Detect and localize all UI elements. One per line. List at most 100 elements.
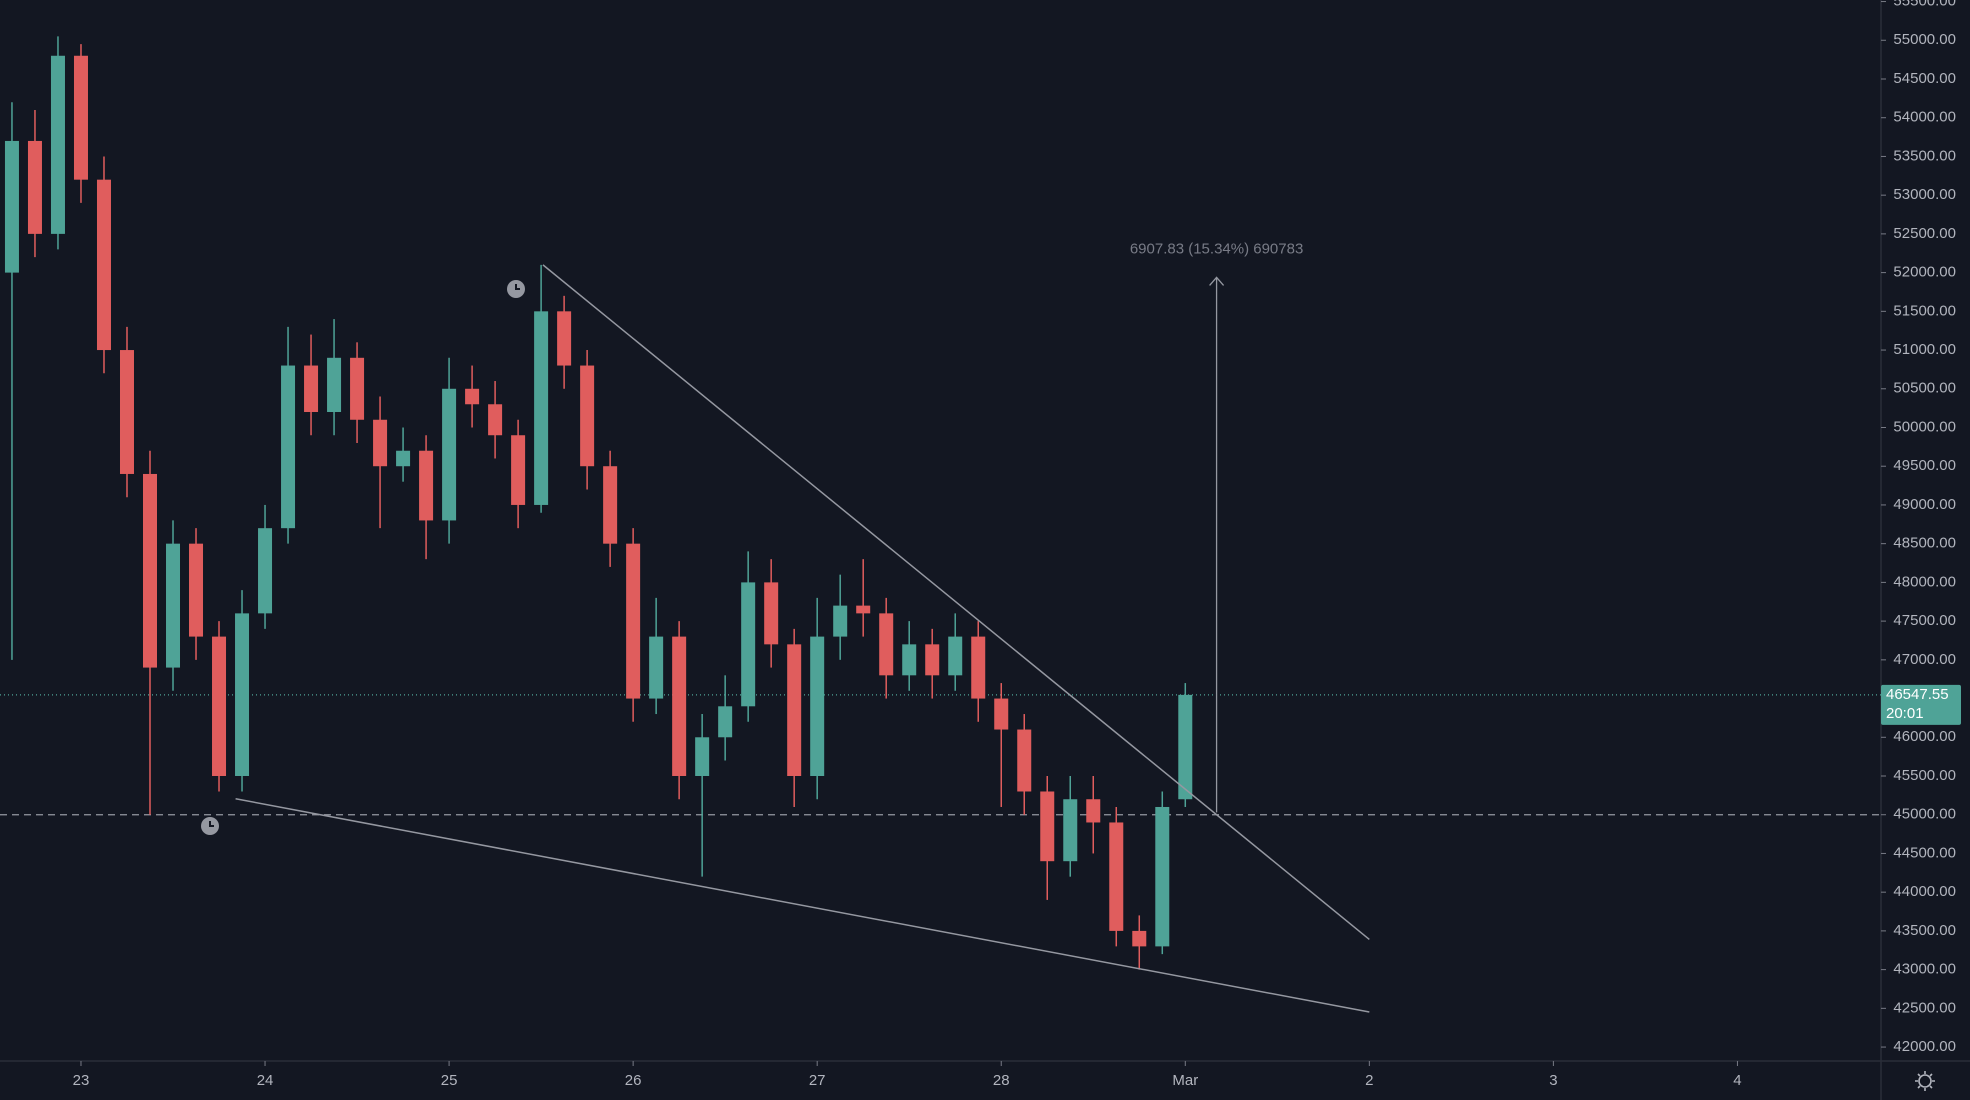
alarm-icon-hands	[515, 284, 520, 290]
candle-body	[925, 644, 940, 676]
x-tick-label: 3	[1549, 1072, 1557, 1089]
y-tick-label: 51000.00	[1893, 341, 1956, 358]
candle-body	[27, 140, 42, 234]
candle-body	[235, 613, 250, 777]
candle-body	[96, 179, 111, 351]
candle-body	[810, 636, 825, 777]
measure-arrow-head	[1209, 276, 1225, 286]
alarm-icon[interactable]	[201, 817, 219, 835]
candle-body	[166, 543, 181, 668]
candle-body	[649, 636, 664, 699]
x-tick-label: Mar	[1172, 1072, 1198, 1089]
x-tick-label: 4	[1733, 1072, 1741, 1089]
candle-body	[1040, 791, 1055, 862]
y-tick-label: 47000.00	[1893, 651, 1956, 668]
candle-body	[580, 365, 595, 467]
y-tick-label: 53500.00	[1893, 147, 1956, 164]
countdown-label: 20:01	[1886, 705, 1924, 722]
candle-body	[994, 698, 1009, 730]
candle-body	[258, 528, 273, 614]
candle-body	[212, 636, 227, 777]
y-tick-label: 51500.00	[1893, 302, 1956, 319]
candle-body	[350, 357, 365, 420]
y-tick-label: 52000.00	[1893, 264, 1956, 281]
candle-body	[856, 605, 871, 614]
candle-body	[373, 419, 388, 467]
candle-body	[419, 450, 434, 521]
x-tick-label: 2	[1365, 1072, 1373, 1089]
current-price-label: 46547.55	[1886, 686, 1949, 703]
candle-body	[603, 466, 618, 544]
candle-body	[948, 636, 963, 676]
settings-icon-teeth	[1915, 1071, 1935, 1091]
candle-body	[695, 737, 710, 777]
candle-body	[1063, 799, 1078, 862]
y-tick-label: 52500.00	[1893, 225, 1956, 242]
y-tick-label: 46000.00	[1893, 728, 1956, 745]
candle-body	[4, 140, 19, 273]
candle-body	[189, 543, 204, 637]
candle-body	[1086, 799, 1101, 823]
candle-body	[1132, 930, 1147, 947]
y-tick-label: 45000.00	[1893, 806, 1956, 823]
candle-body	[626, 543, 641, 699]
y-tick-label: 50000.00	[1893, 418, 1956, 435]
y-tick-label: 42500.00	[1893, 999, 1956, 1016]
plot-area: 6907.83 (15.34%) 690783	[0, 36, 1881, 1013]
alarm-icon-hands	[209, 821, 214, 827]
candle-body	[971, 636, 986, 699]
x-tick-label: 23	[73, 1072, 90, 1089]
candle-body	[304, 365, 319, 413]
y-tick-label: 47500.00	[1893, 612, 1956, 629]
candle-body	[143, 473, 158, 668]
candle-body	[281, 365, 296, 529]
y-tick-label: 50500.00	[1893, 380, 1956, 397]
candle-body	[327, 357, 342, 413]
candle-body	[442, 388, 457, 521]
current-price-box	[1881, 684, 1961, 725]
y-tick-label: 54500.00	[1893, 70, 1956, 87]
y-tick-label: 53000.00	[1893, 186, 1956, 203]
candle-body	[465, 388, 480, 405]
candle-body	[879, 613, 894, 676]
candle-body	[1109, 822, 1124, 931]
trend-line	[542, 264, 1370, 940]
y-tick-label: 44000.00	[1893, 883, 1956, 900]
x-tick-label: 26	[625, 1072, 642, 1089]
y-tick-label: 45500.00	[1893, 767, 1956, 784]
candle-body	[557, 311, 572, 366]
candle-body	[73, 55, 88, 180]
candle-body	[833, 605, 848, 637]
candle-body	[396, 450, 411, 467]
candle-body	[764, 582, 779, 645]
y-tick-label: 44500.00	[1893, 844, 1956, 861]
candle-body	[718, 706, 733, 738]
y-tick-label: 54000.00	[1893, 109, 1956, 126]
candle-body	[787, 644, 802, 777]
candle-body	[1017, 729, 1032, 792]
x-tick-label: 25	[441, 1072, 458, 1089]
y-tick-label: 43500.00	[1893, 922, 1956, 939]
alarm-icon[interactable]	[507, 280, 525, 298]
candle-body	[741, 582, 756, 707]
x-tick-label: 24	[257, 1072, 274, 1089]
candle-body	[902, 644, 917, 676]
candle-body	[50, 55, 65, 234]
candle-body	[1178, 694, 1193, 800]
candle-body	[488, 404, 503, 436]
settings-icon[interactable]	[1915, 1071, 1935, 1091]
settings-icon-ring	[1918, 1074, 1932, 1088]
y-tick-label: 42000.00	[1893, 1038, 1956, 1055]
candle-body	[534, 311, 549, 505]
y-tick-label: 49500.00	[1893, 457, 1956, 474]
measure-label: 6907.83 (15.34%) 690783	[1130, 240, 1303, 257]
y-tick-label: 55500.00	[1893, 0, 1956, 10]
y-tick-label: 49000.00	[1893, 496, 1956, 513]
y-tick-label: 48000.00	[1893, 573, 1956, 590]
x-tick-label: 28	[993, 1072, 1010, 1089]
trend-line	[235, 798, 1370, 1013]
candle-body	[672, 636, 687, 777]
candle-body	[119, 350, 134, 474]
